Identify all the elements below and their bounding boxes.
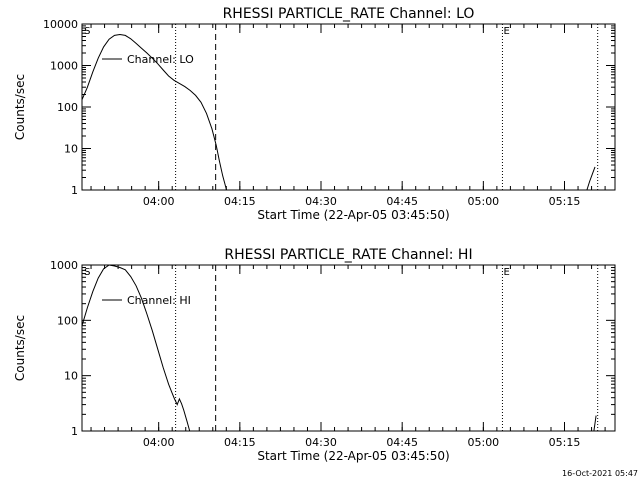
marker-label-s: S (84, 26, 90, 37)
x-tick-label: 04:00 (143, 436, 175, 449)
y-tick-label: 1 (71, 184, 78, 197)
plot-frame (81, 264, 616, 432)
chart-title: RHESSI PARTICLE_RATE Channel: HI (224, 247, 472, 263)
x-tick-label: 04:45 (386, 195, 418, 208)
marker-label-e: E (503, 267, 509, 278)
y-tick-label: 10 (64, 370, 78, 383)
x-axis-label: Start Time (22-Apr-05 03:45:50) (257, 208, 449, 222)
chart-title: RHESSI PARTICLE_RATE Channel: LO (223, 6, 475, 22)
series-line-2 (593, 415, 597, 432)
x-tick-label: 05:00 (467, 436, 499, 449)
legend-label: Channel: LO (127, 53, 194, 66)
y-tick-label: 100 (57, 101, 78, 114)
marker-label-e: E (503, 26, 509, 37)
x-tick-label: 04:45 (386, 436, 418, 449)
plot-frame (81, 23, 616, 191)
x-tick-label: 05:15 (549, 436, 581, 449)
marker-label-s: S (84, 267, 90, 278)
series-line-1 (81, 264, 191, 432)
chart-panel-2: RHESSI PARTICLE_RATE Channel: HI 1 10 100 10… (13, 247, 616, 463)
generation-timestamp: 16-Oct-2021 05:47 (562, 469, 638, 478)
y-axis-label: Counts/sec (13, 315, 27, 381)
series-line-1 (81, 33, 227, 191)
y-tick-label: 1000 (50, 60, 78, 73)
x-tick-label: 05:00 (467, 195, 499, 208)
y-tick-label: 10 (64, 143, 78, 156)
y-axis-label: Counts/sec (13, 74, 27, 140)
x-axis-label: Start Time (22-Apr-05 03:45:50) (257, 449, 449, 463)
x-tick-label: 05:15 (549, 195, 581, 208)
x-tick-label: 04:30 (305, 195, 337, 208)
x-tick-label: 04:15 (224, 436, 256, 449)
chart-panel-1: RHESSI PARTICLE_RATE Channel: LO 1 10 100 10… (13, 6, 616, 222)
y-tick-label: 100 (57, 314, 78, 327)
y-tick-label: 10000 (43, 18, 78, 31)
x-tick-label: 04:00 (143, 195, 175, 208)
series-line-2 (586, 166, 596, 191)
x-tick-label: 04:15 (224, 195, 256, 208)
y-tick-label: 1000 (50, 259, 78, 272)
legend-label: Channel: HI (127, 294, 191, 307)
x-tick-label: 04:30 (305, 436, 337, 449)
y-tick-label: 1 (71, 425, 78, 438)
